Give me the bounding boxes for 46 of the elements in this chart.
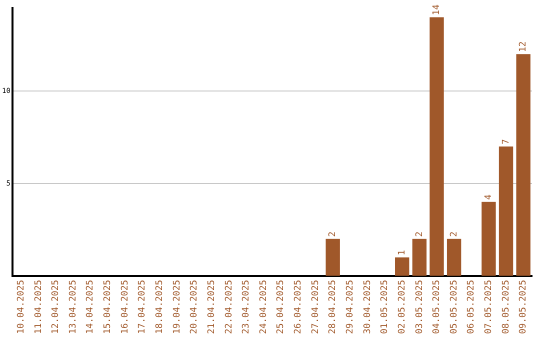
x-tick-label: 18.04.2025	[154, 280, 165, 334]
x-tick-label: 19.04.2025	[172, 280, 182, 334]
bar	[516, 54, 530, 276]
x-tick-label: 21.04.2025	[206, 280, 217, 334]
data-label: 14	[432, 4, 442, 16]
x-tick-label: 06.05.2025	[466, 280, 477, 334]
data-label: 2	[449, 231, 460, 237]
x-tick-label: 04.05.2025	[432, 280, 442, 334]
x-tick-label: 23.04.2025	[242, 280, 252, 334]
x-tick-label: 02.05.2025	[397, 280, 408, 334]
x-tick-label: 24.04.2025	[258, 280, 269, 334]
x-tick-label: 30.04.2025	[362, 280, 373, 334]
x-tick-label: 05.05.2025	[449, 280, 460, 334]
x-tick-label: 27.04.2025	[310, 280, 321, 334]
x-tick-label: 10.04.2025	[16, 280, 26, 334]
data-label: 4	[484, 194, 494, 200]
x-tick-label: 07.05.2025	[484, 280, 494, 334]
bar	[446, 238, 462, 276]
x-tick-label: 25.04.2025	[276, 280, 286, 334]
x-tick-label: 22.04.2025	[224, 280, 234, 334]
bar	[412, 238, 427, 276]
bar	[430, 17, 444, 276]
x-tick-label: 15.04.2025	[103, 280, 114, 334]
x-tick-label: 17.04.2025	[138, 280, 148, 334]
x-tick-label: 20.04.2025	[190, 280, 200, 334]
x-tick-label: 09.05.2025	[518, 280, 529, 334]
x-tick-label: 13.04.2025	[68, 280, 78, 334]
data-label: 2	[328, 231, 338, 237]
x-tick-label: 28.04.2025	[328, 280, 338, 334]
x-tick-label: 08.05.2025	[501, 280, 512, 334]
bar	[395, 257, 410, 276]
bar	[498, 146, 514, 276]
data-label: 7	[501, 139, 512, 145]
data-label: 12	[518, 41, 529, 52]
x-tick-label: 12.04.2025	[51, 280, 62, 334]
x-tick-label: 29.04.2025	[345, 280, 356, 334]
data-label: 1	[397, 250, 408, 256]
bar	[326, 238, 340, 276]
x-tick-label: 03.05.2025	[414, 280, 425, 334]
x-tick-label: 26.04.2025	[294, 280, 304, 334]
x-tick-label: 14.04.2025	[86, 280, 96, 334]
x-tick-label: 16.04.2025	[120, 280, 130, 334]
x-tick-label: 11.04.2025	[34, 280, 44, 334]
x-tick-label: 01.05.2025	[380, 280, 390, 334]
bar	[482, 202, 496, 276]
data-label: 2	[414, 231, 425, 237]
